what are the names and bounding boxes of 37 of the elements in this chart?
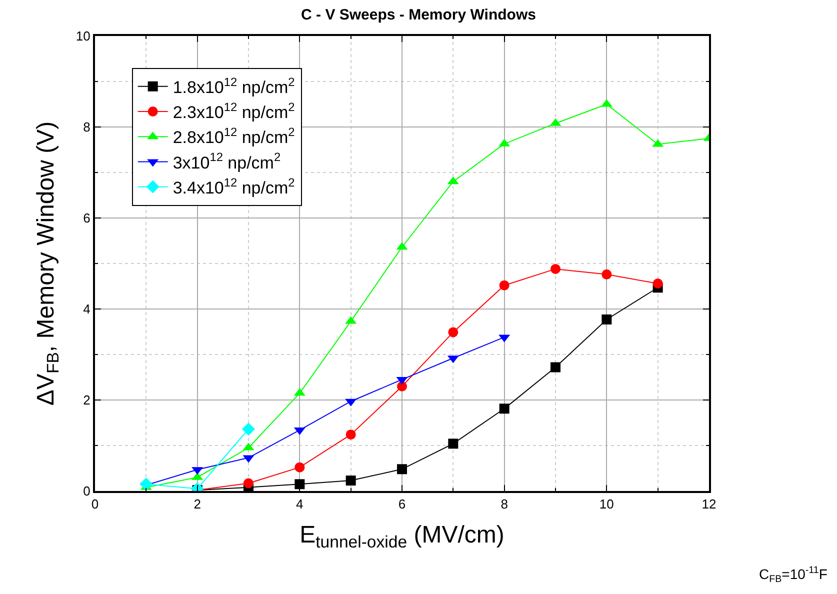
point [242,422,255,436]
point [499,280,510,290]
x-tick-label: 10 [599,496,614,512]
point [294,462,305,472]
point [602,269,612,280]
point [448,327,458,338]
point [346,476,356,486]
point [602,314,612,324]
legend-label: 2.3x10$^{12}$ np/cm$^{2}$ [172,100,296,122]
x-axis-title: E$_{tunnel-oxide}$ (MV/cm) [300,521,504,552]
point [244,478,254,488]
legend-label: 2.8x10$^{12}$ np/cm$^{2}$ [172,125,296,148]
point [448,438,458,449]
chart-title: C - V Sweeps - Memory Windows [301,6,536,24]
text: C$_{FB}$=10$^{-11}$F [759,565,828,585]
point [140,478,153,491]
x-tick-label: 8 [500,496,508,512]
legend-label: 3.4x10$^{12}$ np/cm$^{2}$ [172,175,296,198]
legend-label: 1.8x10$^{12}$ np/cm$^{2}$ [172,74,296,98]
y-tick-label: 4 [83,302,90,317]
point [346,430,356,440]
point [294,479,305,490]
x-tick-label: 6 [398,496,406,512]
x-tick-label: 2 [194,496,201,512]
legend-label: 3x10$^{12}$ np/cm$^{2}$ [172,150,281,172]
y-tick-label: 0 [83,484,90,499]
point [397,464,407,474]
x-tick-label: 4 [296,496,304,512]
y-tick-label: 10 [76,28,90,44]
x-tick-label: 12 [702,496,716,512]
point [550,362,560,372]
y-tick-label: 8 [83,120,90,135]
point [652,278,663,289]
point [550,264,560,274]
y-tick-label: 6 [83,210,90,226]
point [499,404,510,414]
y-tick-label: 2 [83,392,90,408]
